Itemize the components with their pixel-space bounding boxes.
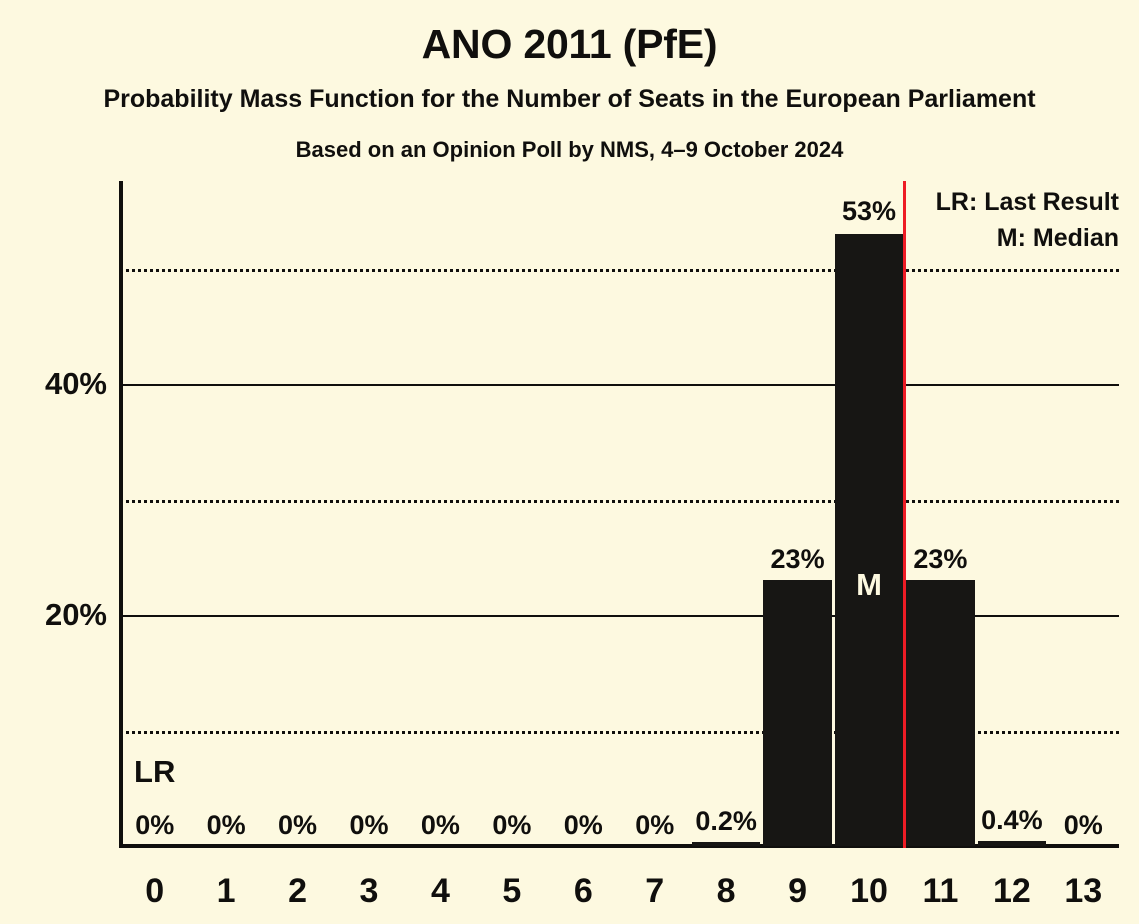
plot-area <box>119 181 1119 848</box>
y-axis-label-20: 20% <box>44 597 107 633</box>
x-axis-label-4: 4 <box>430 872 450 910</box>
gridline-30 <box>119 499 1119 503</box>
gridline-40 <box>119 384 1119 387</box>
bar-value-label-3: 0% <box>349 810 389 840</box>
bar-value-label-5: 0% <box>492 810 532 840</box>
bar-value-label-6: 0% <box>563 810 603 840</box>
gridline-20 <box>119 615 1119 618</box>
median-marker-label: M <box>856 566 882 602</box>
bar-value-label-2: 0% <box>278 810 318 840</box>
copyright-notice: © 2024 Filip van Laenen <box>1126 0 1137 8</box>
bar-seat-9 <box>763 580 832 846</box>
y-axis-line <box>119 181 123 848</box>
y-axis-label-40: 40% <box>44 366 107 402</box>
x-axis-label-2: 2 <box>288 872 308 910</box>
bar-value-label-1: 0% <box>206 810 246 840</box>
bar-value-label-0: 0% <box>135 810 175 840</box>
x-axis-label-13: 13 <box>1064 872 1103 910</box>
page-title: ANO 2011 (PfE) <box>421 21 718 67</box>
bar-value-label-9: 23% <box>770 544 825 575</box>
bar-seat-8 <box>691 842 761 846</box>
legend-item-last-result: LR: Last Result <box>935 188 1119 216</box>
x-axis-label-1: 1 <box>216 872 236 910</box>
legend-item-median: M: Median <box>996 224 1119 253</box>
x-axis-label-5: 5 <box>502 872 522 910</box>
chart-source-note: Based on an Opinion Poll by NMS, 4–9 Oct… <box>295 137 844 162</box>
gridline-50 <box>119 268 1119 272</box>
bar-value-label-4: 0% <box>420 810 460 840</box>
last-result-marker-label: LR <box>134 754 176 789</box>
x-axis-label-6: 6 <box>573 872 593 910</box>
x-axis-label-9: 9 <box>788 872 808 910</box>
chart-subtitle: Probability Mass Function for the Number… <box>103 85 1036 113</box>
gridline-10 <box>119 730 1119 734</box>
x-axis-label-11: 11 <box>922 872 959 910</box>
bar-value-label-11: 23% <box>913 544 968 575</box>
x-axis-label-7: 7 <box>645 872 665 910</box>
bar-seat-11 <box>906 580 975 846</box>
x-axis-line <box>119 844 1119 848</box>
x-axis-label-3: 3 <box>359 872 379 910</box>
chart-legend: LR: Last Result M: Median <box>936 184 1119 257</box>
bar-seat-12 <box>977 841 1047 846</box>
bar-value-label-10: 53% <box>841 196 897 226</box>
x-axis-label-10: 10 <box>850 872 888 910</box>
bar-value-label-8: 0.2% <box>695 806 757 836</box>
x-axis-label-8: 8 <box>716 872 736 910</box>
bar-seat-10 <box>834 234 904 846</box>
x-axis-label-0: 0 <box>145 872 165 910</box>
bar-value-label-12: 0.4% <box>981 805 1043 836</box>
x-axis-label-12: 12 <box>992 872 1031 910</box>
bar-value-label-7: 0% <box>635 810 675 840</box>
bar-value-label-13: 0% <box>1063 810 1103 840</box>
median-divider-line <box>903 181 907 848</box>
